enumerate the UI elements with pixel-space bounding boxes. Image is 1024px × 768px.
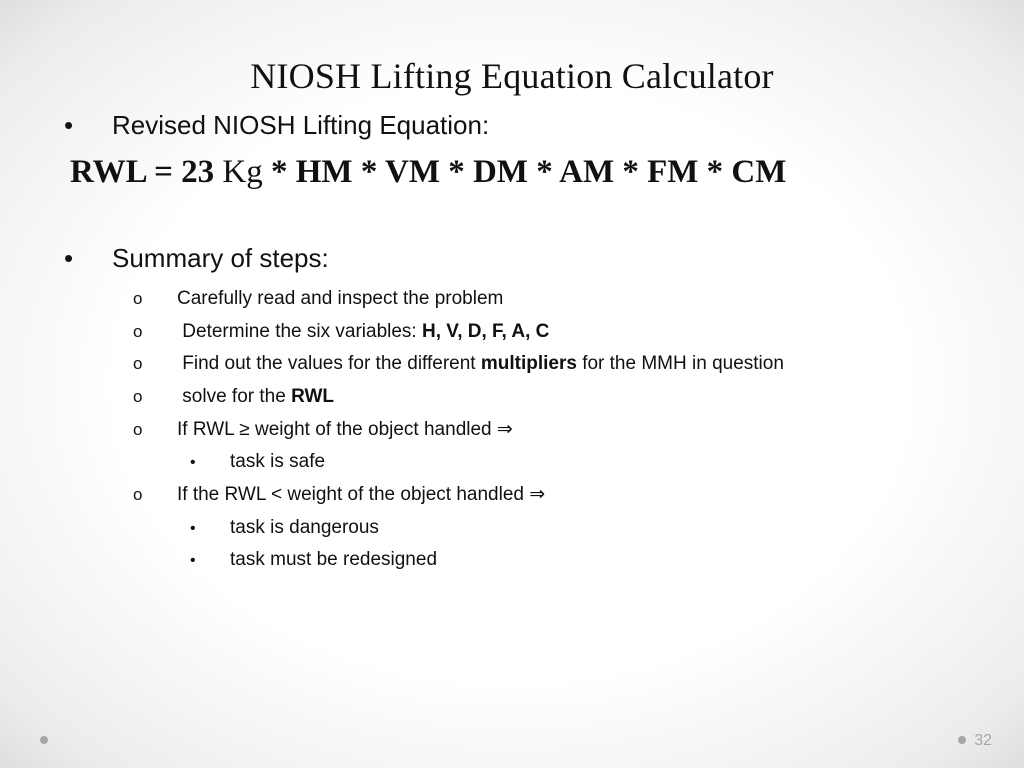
- step-3-post: for the MMH in question: [577, 353, 784, 374]
- equation-lead: RWL = 23: [70, 154, 214, 190]
- summary-heading: Summary of steps:: [88, 242, 984, 276]
- page-number: 32: [974, 732, 992, 750]
- slide-title: NIOSH Lifting Equation Calculator: [40, 55, 984, 97]
- step-3-bold: multipliers: [481, 353, 577, 374]
- step-6: If the RWL < weight of the object handle…: [155, 482, 984, 508]
- step-5a: task is safe: [210, 449, 984, 475]
- step-4: solve for the RWL: [155, 384, 984, 410]
- equation-unit: Kg: [214, 154, 271, 190]
- footer-dot-left-icon: [40, 736, 48, 744]
- step-6a: task is dangerous: [210, 515, 984, 541]
- step-3: Find out the values for the different mu…: [155, 351, 984, 377]
- equation-tail: * HM * VM * DM * AM * FM * CM: [271, 154, 786, 190]
- step-4-pre: solve for the: [182, 386, 291, 407]
- step-3-pre: Find out the values for the different: [182, 353, 481, 374]
- step-4-bold: RWL: [291, 386, 334, 407]
- step-2-vars: H, V, D, F, A, C: [422, 321, 549, 342]
- footer-dot-right-icon: [958, 736, 966, 744]
- step-6b: task must be redesigned: [210, 547, 984, 573]
- step-2-text: Determine the six variables:: [182, 321, 422, 342]
- intro-bullet: Revised NIOSH Lifting Equation:: [88, 109, 984, 143]
- step-5: If RWL ≥ weight of the object handled ⇒: [155, 417, 984, 443]
- slide: NIOSH Lifting Equation Calculator Revise…: [0, 0, 1024, 768]
- step-2: Determine the six variables: H, V, D, F,…: [155, 319, 984, 345]
- step-1: Carefully read and inspect the problem: [155, 286, 984, 312]
- rwl-equation: RWL = 23 Kg * HM * VM * DM * AM * FM * C…: [70, 153, 984, 193]
